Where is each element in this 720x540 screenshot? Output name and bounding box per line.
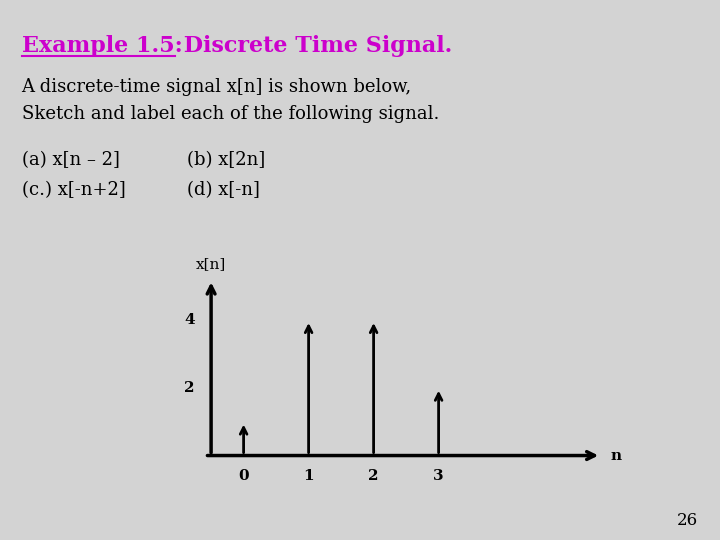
Text: 2: 2 [369,469,379,483]
Text: 3: 3 [433,469,444,483]
Text: (a) x[n – 2]: (a) x[n – 2] [22,151,120,169]
Text: 0: 0 [238,469,249,483]
Text: 2: 2 [184,381,195,395]
Text: (c.) x[-n+2]: (c.) x[-n+2] [22,181,125,199]
Text: x[n]: x[n] [196,257,226,271]
Text: Example 1.5:: Example 1.5: [22,35,182,57]
Text: Sketch and label each of the following signal.: Sketch and label each of the following s… [22,105,439,123]
Text: (d) x[-n]: (d) x[-n] [187,181,260,199]
Text: 1: 1 [303,469,314,483]
Text: A discrete-time signal x[n] is shown below,: A discrete-time signal x[n] is shown bel… [22,78,412,96]
Text: Discrete Time Signal.: Discrete Time Signal. [176,35,453,57]
Text: 4: 4 [184,313,195,327]
Text: (b) x[2n]: (b) x[2n] [187,151,266,169]
Text: 26: 26 [678,512,698,529]
Text: n: n [611,449,622,463]
